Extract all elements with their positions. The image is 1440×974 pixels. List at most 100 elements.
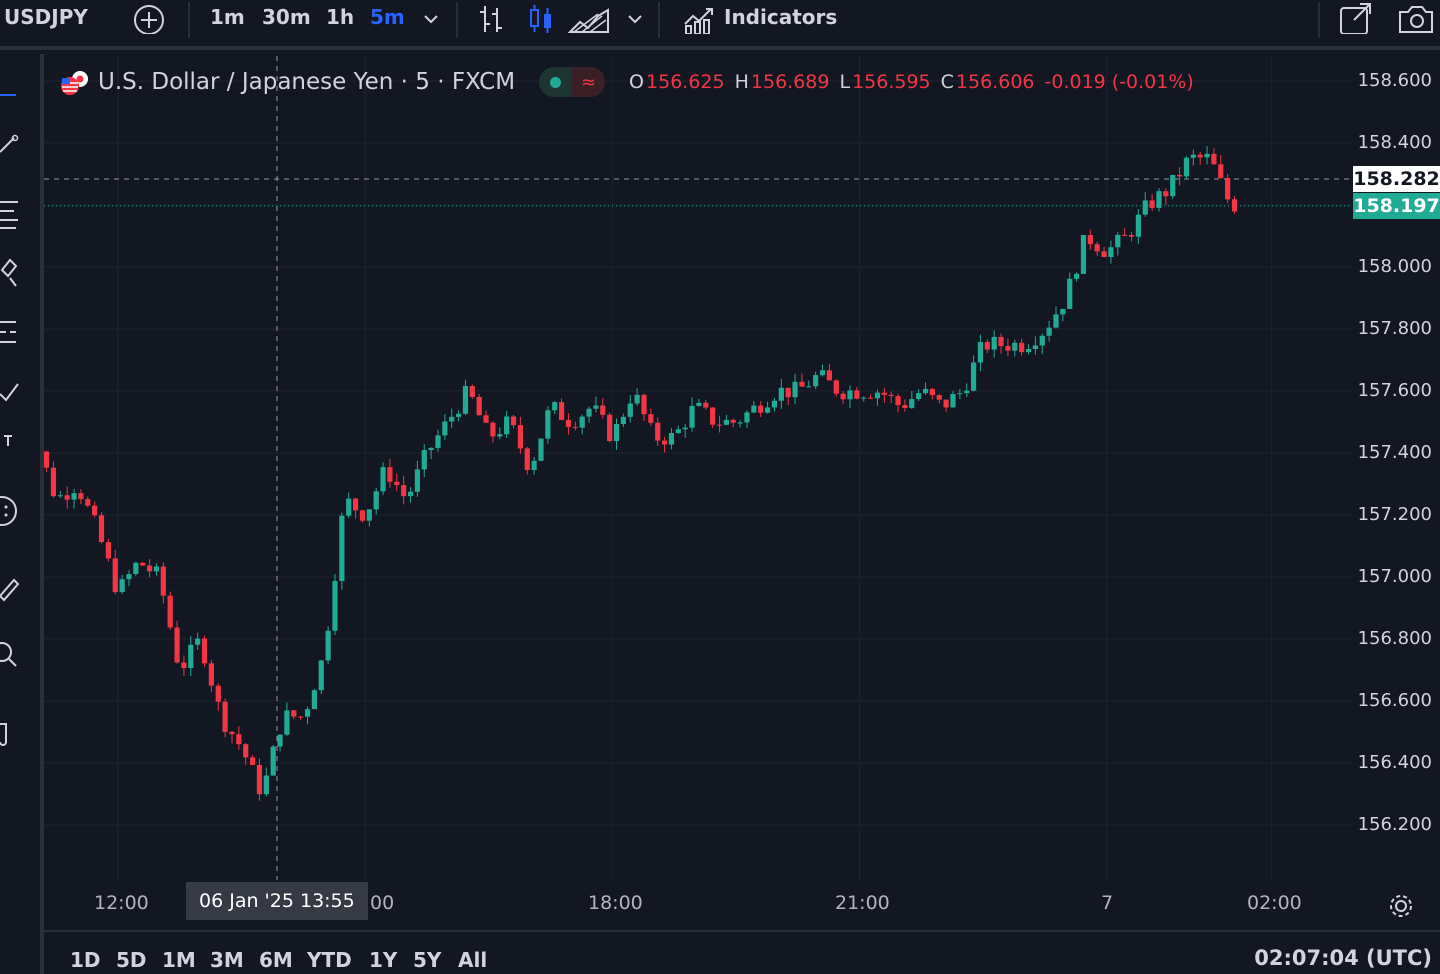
candle-body: [627, 403, 633, 417]
indicators-icon[interactable]: [682, 2, 716, 34]
close-value: 156.606: [955, 71, 1035, 93]
candle-body: [922, 388, 929, 394]
open-in-new-window-icon[interactable]: [1338, 2, 1374, 34]
candle-body: [346, 498, 352, 516]
last-price-tag: 158.197: [1353, 193, 1440, 219]
top-toolbar: USDJPY 1m 30m 1h 5m Indicators: [0, 0, 1440, 50]
range-6m-button[interactable]: 6M: [259, 948, 293, 972]
toolbar-divider: [456, 2, 458, 38]
candle-body: [401, 485, 407, 497]
candle-body: [195, 638, 201, 645]
candle-body: [977, 342, 984, 363]
prediction-icon[interactable]: [0, 376, 20, 408]
candle-body: [373, 491, 379, 510]
compare-plus-icon[interactable]: [132, 2, 166, 34]
candle-body: [696, 402, 702, 406]
time-axis-label: 7: [1101, 892, 1114, 914]
chevron-down-icon[interactable]: [422, 2, 440, 34]
candle-body: [723, 419, 729, 425]
candle-body: [1094, 244, 1100, 252]
range-3m-button[interactable]: 3M: [210, 948, 244, 972]
text-tool-icon[interactable]: [0, 434, 20, 448]
candle-body: [92, 505, 98, 516]
candle-body: [867, 397, 874, 399]
range-1d-button[interactable]: 1D: [70, 948, 101, 972]
emoji-icon[interactable]: [0, 494, 20, 528]
symbol-title[interactable]: U.S. Dollar / Japanese Yen · 5 · FXCM: [98, 69, 516, 95]
range-ytd-button[interactable]: YTD: [307, 948, 352, 972]
market-status-badge[interactable]: ≈: [539, 67, 606, 97]
crosshair-time-tag: 06 Jan '25 13:55: [186, 882, 368, 920]
candle-body: [85, 499, 91, 506]
drawing-toolbar: [0, 54, 44, 974]
candle-body: [778, 387, 784, 401]
candle-body: [181, 662, 187, 669]
candle-body: [249, 757, 256, 765]
candle-body: [146, 565, 153, 572]
crosshair-price-tag: 158.282: [1353, 166, 1440, 192]
candle-body: [490, 422, 496, 437]
time-axis-label: 18:00: [588, 892, 643, 914]
interval-30m-button[interactable]: 30m: [262, 5, 311, 29]
candle-body: [648, 414, 654, 423]
ruler-measure-icon[interactable]: [0, 570, 20, 602]
candle-body: [1005, 346, 1011, 351]
candle-body: [586, 408, 592, 417]
candle-body: [387, 467, 393, 482]
candle-body: [229, 731, 235, 735]
camera-snapshot-icon[interactable]: [1396, 2, 1436, 34]
candle-body: [895, 396, 901, 406]
brush-icon[interactable]: [0, 256, 20, 288]
candle-body: [1073, 273, 1080, 279]
candle-body: [1060, 308, 1066, 315]
indicators-button[interactable]: Indicators: [724, 5, 838, 29]
crosshair-cursor-icon[interactable]: [0, 90, 20, 100]
candle-body: [188, 644, 194, 669]
magnet-icon[interactable]: [0, 716, 20, 750]
candle-body: [291, 710, 297, 717]
candle-body: [304, 709, 311, 717]
candle-body: [1053, 314, 1059, 328]
range-1m-button[interactable]: 1M: [162, 948, 196, 972]
chart-grid: [44, 56, 1352, 880]
price-axis-label: 158.000: [1357, 256, 1432, 277]
candle-body: [552, 402, 558, 411]
time-axis-label: 00: [370, 892, 395, 914]
price-axis-label: 157.800: [1357, 318, 1432, 339]
candle-body: [1012, 342, 1018, 351]
utc-clock[interactable]: 02:07:04 (UTC): [1254, 946, 1432, 970]
range-5y-button[interactable]: 5Y: [413, 948, 442, 972]
fib-retracement-icon[interactable]: [0, 198, 20, 230]
chart-settings-gear-icon[interactable]: [1387, 892, 1415, 920]
interval-1h-button[interactable]: 1h: [326, 5, 355, 29]
range-1y-button[interactable]: 1Y: [369, 948, 398, 972]
symbol-search-button[interactable]: USDJPY: [4, 5, 88, 29]
candle-body: [531, 460, 537, 471]
candles-chart-type-icon[interactable]: [526, 2, 556, 34]
bar-chart-type-icon[interactable]: [476, 2, 506, 34]
candle-body: [881, 392, 887, 395]
candle-body: [497, 434, 503, 437]
trend-line-icon[interactable]: [0, 134, 20, 156]
interval-5m-button[interactable]: 5m: [370, 5, 405, 29]
candle-body: [1032, 345, 1038, 350]
zoom-in-icon[interactable]: [0, 638, 20, 670]
candle-body: [813, 375, 819, 387]
candle-body: [833, 380, 839, 394]
range-5d-button[interactable]: 5D: [116, 948, 147, 972]
us-japan-flag-icon: [61, 71, 88, 95]
range-all-button[interactable]: All: [458, 948, 488, 972]
candle-body: [57, 495, 63, 497]
area-chart-type-icon[interactable]: [568, 2, 610, 34]
candle-body: [311, 690, 317, 710]
patterns-icon[interactable]: [0, 318, 20, 350]
low-key: L: [839, 71, 851, 93]
candle-body: [325, 630, 331, 661]
interval-1m-button[interactable]: 1m: [210, 5, 245, 29]
change-value: -0.019 (-0.01%): [1044, 71, 1194, 93]
candle-body: [751, 405, 757, 413]
candle-body: [1218, 164, 1224, 178]
candle-body: [655, 422, 661, 441]
chevron-down-icon[interactable]: [626, 2, 644, 34]
